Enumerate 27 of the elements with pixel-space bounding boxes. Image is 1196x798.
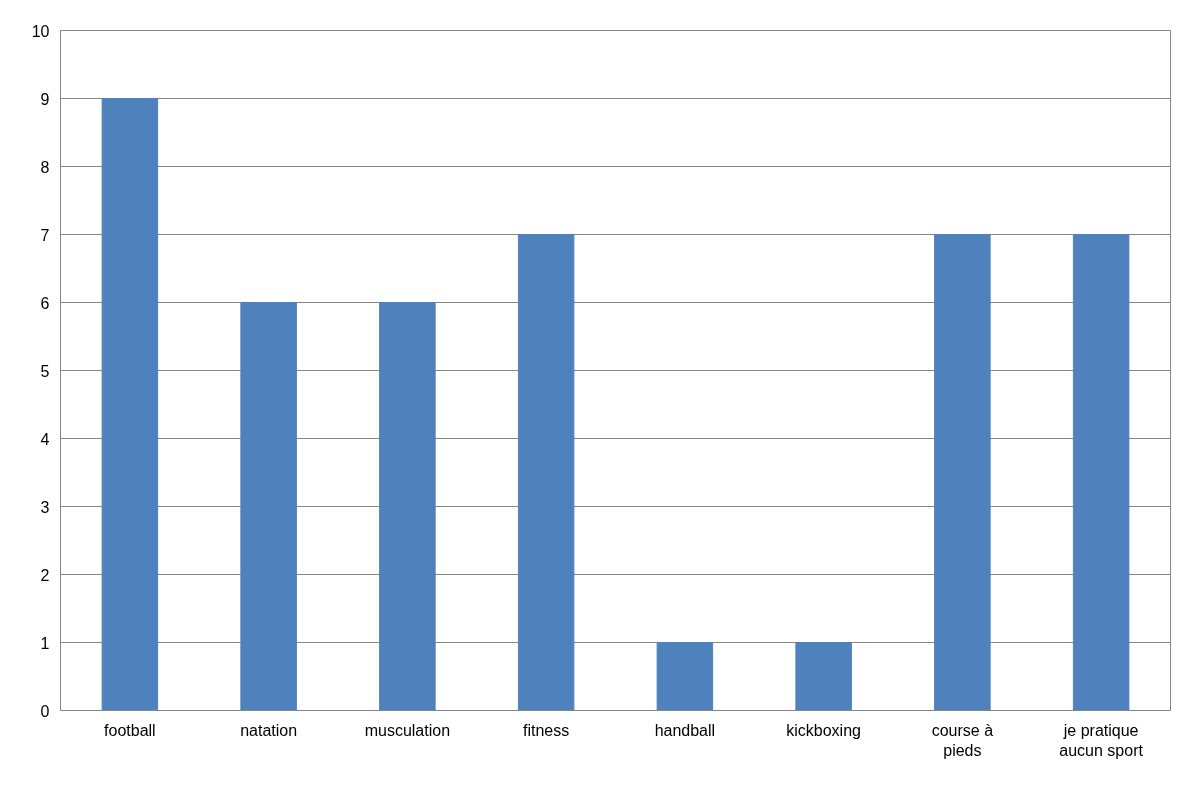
y-tick-label: 10 <box>31 22 50 40</box>
x-tick-label: fitness <box>523 721 570 739</box>
y-tick-label: 7 <box>40 226 50 244</box>
x-tick-label: natation <box>240 721 298 739</box>
bar <box>101 98 159 711</box>
x-tick-label: musculation <box>364 721 451 739</box>
y-tick-label: 3 <box>40 498 50 516</box>
x-tick-label: football <box>104 721 156 739</box>
y-tick-label: 2 <box>40 566 50 584</box>
bar <box>656 642 714 711</box>
bar <box>379 302 436 711</box>
bar <box>934 234 991 711</box>
bar <box>517 234 575 711</box>
bar <box>240 302 297 711</box>
y-tick-label: 9 <box>40 90 50 108</box>
y-tick-label: 8 <box>40 158 50 176</box>
x-tick-label: kickboxing <box>786 721 861 739</box>
y-tick-label: 6 <box>40 294 50 312</box>
bar <box>1072 234 1130 711</box>
bar <box>795 642 852 711</box>
y-tick-label: 4 <box>40 430 50 448</box>
y-tick-label: 5 <box>40 362 50 380</box>
y-tick-label: 0 <box>40 702 50 720</box>
y-tick-label: 1 <box>40 634 50 652</box>
x-tick-label: course à pieds <box>931 721 994 759</box>
x-tick-label: handball <box>654 721 716 739</box>
x-tick-label: je pratique aucun sport <box>1059 721 1144 759</box>
